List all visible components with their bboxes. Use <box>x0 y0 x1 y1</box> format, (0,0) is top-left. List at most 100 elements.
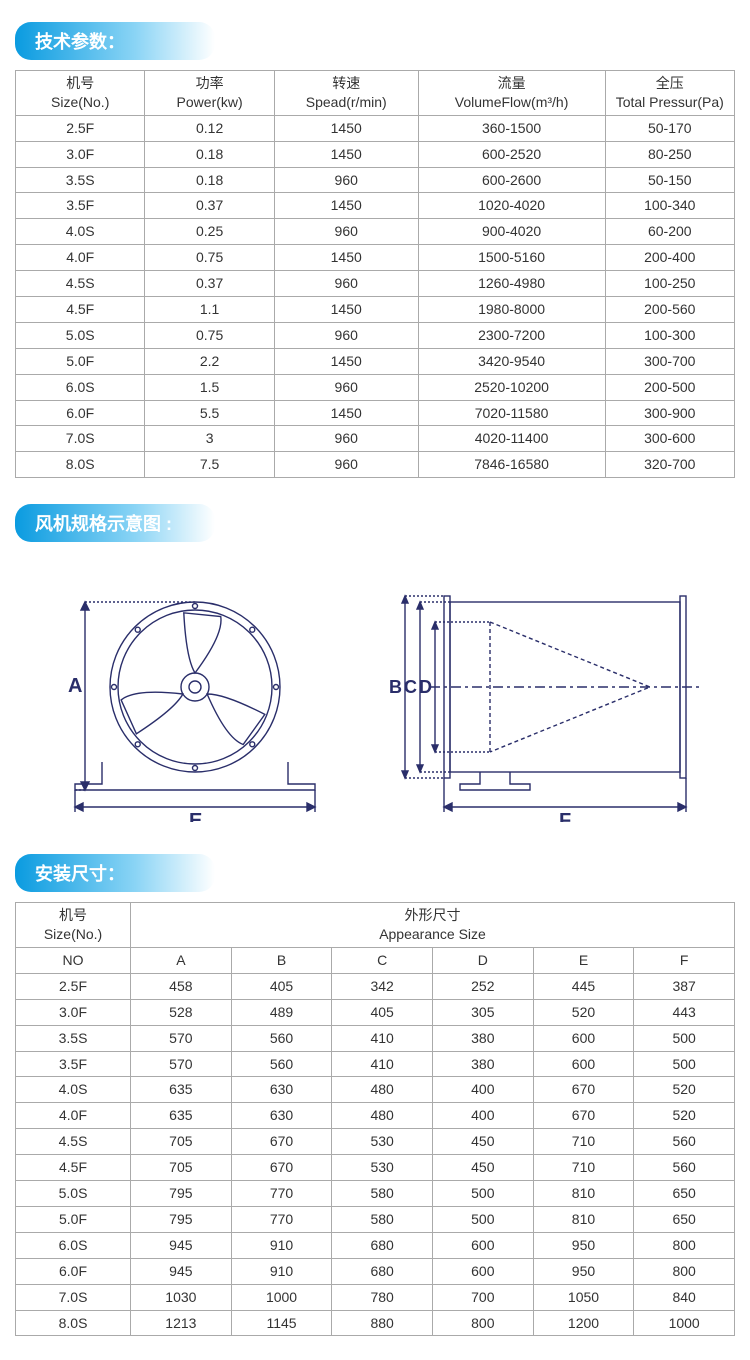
table-cell: 500 <box>634 1051 735 1077</box>
table-cell: 560 <box>634 1129 735 1155</box>
table-cell: 600 <box>433 1232 534 1258</box>
table-cell: 780 <box>332 1284 433 1310</box>
fan-front-diagram: AE <box>40 572 320 822</box>
table-cell: 2300-7200 <box>418 322 605 348</box>
table-cell: 710 <box>533 1129 634 1155</box>
table-cell: 60-200 <box>605 219 734 245</box>
table-cell: 770 <box>231 1181 332 1207</box>
spec-col-header: 机号Size(No.) <box>16 71 145 116</box>
table-cell: 4.0S <box>16 1077 131 1103</box>
table-cell: 630 <box>231 1077 332 1103</box>
table-cell: 3.5F <box>16 1051 131 1077</box>
dim-label-f: F <box>559 810 571 822</box>
dim-label-b: B <box>389 677 402 697</box>
table-cell: 50-150 <box>605 167 734 193</box>
spec-table: 机号Size(No.)功率Power(kw)转速Spead(r/min)流量Vo… <box>15 70 735 478</box>
table-cell: 950 <box>533 1232 634 1258</box>
table-cell: 7020-11580 <box>418 400 605 426</box>
table-cell: 500 <box>433 1181 534 1207</box>
table-cell: 1145 <box>231 1310 332 1336</box>
table-cell: 3.0F <box>16 999 131 1025</box>
spec-table-body: 2.5F0.121450360-150050-1703.0F0.18145060… <box>16 115 735 477</box>
table-cell: 3 <box>145 426 274 452</box>
table-cell: 1030 <box>131 1284 232 1310</box>
table-cell: 7846-16580 <box>418 452 605 478</box>
table-cell: 710 <box>533 1155 634 1181</box>
table-cell: 570 <box>131 1025 232 1051</box>
table-cell: 950 <box>533 1258 634 1284</box>
table-cell: 489 <box>231 999 332 1025</box>
table-cell: 2520-10200 <box>418 374 605 400</box>
table-row: 3.5F570560410380600500 <box>16 1051 735 1077</box>
table-cell: 2.2 <box>145 348 274 374</box>
dim-label-e: E <box>189 810 202 822</box>
section-header-install-dims: 安装尺寸： <box>15 854 215 892</box>
table-cell: 5.0S <box>16 1181 131 1207</box>
table-cell: 670 <box>533 1077 634 1103</box>
table-cell: 600-2600 <box>418 167 605 193</box>
table-cell: 1020-4020 <box>418 193 605 219</box>
table-cell: 480 <box>332 1103 433 1129</box>
table-cell: 570 <box>131 1051 232 1077</box>
table-cell: 1450 <box>274 193 418 219</box>
table-cell: 400 <box>433 1103 534 1129</box>
table-row: 4.0S0.25960900-402060-200 <box>16 219 735 245</box>
table-cell: 1050 <box>533 1284 634 1310</box>
spec-table-head: 机号Size(No.)功率Power(kw)转速Spead(r/min)流量Vo… <box>16 71 735 116</box>
table-cell: 1213 <box>131 1310 232 1336</box>
table-cell: 100-300 <box>605 322 734 348</box>
table-cell: 8.0S <box>16 452 145 478</box>
table-cell: 810 <box>533 1181 634 1207</box>
dims-col1-header: 机号Size(No.) <box>16 903 131 948</box>
dim-label-a: A <box>68 675 82 697</box>
table-cell: 1.1 <box>145 297 274 323</box>
table-cell: 635 <box>131 1103 232 1129</box>
table-row: 3.0F528489405305520443 <box>16 999 735 1025</box>
table-cell: 0.37 <box>145 193 274 219</box>
table-cell: 6.0S <box>16 374 145 400</box>
table-cell: 670 <box>231 1129 332 1155</box>
dims-table-body: 2.5F4584053422524453873.0F52848940530552… <box>16 973 735 1335</box>
table-cell: 4020-11400 <box>418 426 605 452</box>
table-cell: 80-250 <box>605 141 734 167</box>
table-cell: 50-170 <box>605 115 734 141</box>
table-cell: 300-900 <box>605 400 734 426</box>
table-cell: 960 <box>274 271 418 297</box>
table-cell: 8.0S <box>16 1310 131 1336</box>
table-cell: 360-1500 <box>418 115 605 141</box>
table-cell: 400 <box>433 1077 534 1103</box>
table-cell: 405 <box>332 999 433 1025</box>
table-cell: 560 <box>634 1155 735 1181</box>
table-cell: 910 <box>231 1258 332 1284</box>
table-row: 3.5S570560410380600500 <box>16 1025 735 1051</box>
table-cell: 305 <box>433 999 534 1025</box>
table-row: 4.0S635630480400670520 <box>16 1077 735 1103</box>
table-cell: 600 <box>533 1051 634 1077</box>
table-row: 6.0F5.514507020-11580300-900 <box>16 400 735 426</box>
table-cell: 900-4020 <box>418 219 605 245</box>
table-cell: 1260-4980 <box>418 271 605 297</box>
table-cell: 1.5 <box>145 374 274 400</box>
dims-subheader: A <box>131 948 232 974</box>
table-row: 3.5S0.18960600-260050-150 <box>16 167 735 193</box>
table-cell: 0.37 <box>145 271 274 297</box>
table-row: 7.0S39604020-11400300-600 <box>16 426 735 452</box>
table-cell: 705 <box>131 1155 232 1181</box>
fan-side-diagram: BCDF <box>370 572 710 822</box>
table-cell: 100-340 <box>605 193 734 219</box>
table-cell: 960 <box>274 219 418 245</box>
table-cell: 6.0S <box>16 1232 131 1258</box>
table-cell: 560 <box>231 1051 332 1077</box>
table-cell: 800 <box>433 1310 534 1336</box>
table-cell: 7.5 <box>145 452 274 478</box>
table-row: 6.0S1.59602520-10200200-500 <box>16 374 735 400</box>
table-cell: 880 <box>332 1310 433 1336</box>
table-cell: 520 <box>533 999 634 1025</box>
diagram-row: AE BCDF <box>15 572 735 822</box>
table-cell: 1450 <box>274 297 418 323</box>
table-cell: 300-700 <box>605 348 734 374</box>
table-cell: 770 <box>231 1206 332 1232</box>
table-cell: 800 <box>634 1258 735 1284</box>
table-cell: 600 <box>433 1258 534 1284</box>
table-cell: 650 <box>634 1181 735 1207</box>
